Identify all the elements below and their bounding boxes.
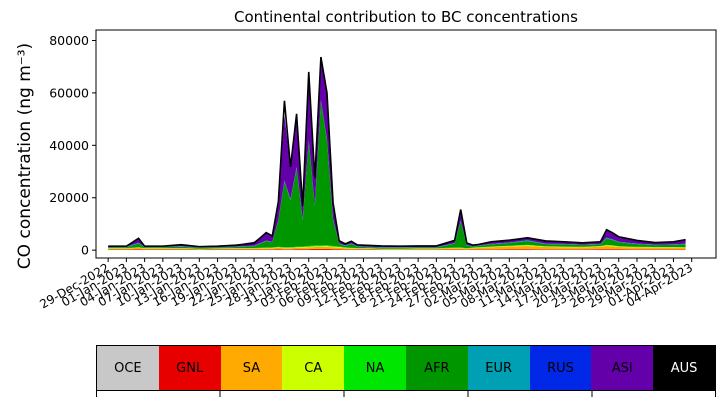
legend-label-gnl: GNL [176, 360, 204, 376]
y-tick-label: 80000 [49, 33, 89, 48]
legend-cell-aus: AUS [653, 346, 715, 390]
area-gnl [108, 248, 686, 250]
total-line [108, 56, 686, 248]
legend-cell-rus: RUS [529, 346, 592, 390]
legend-cell-na: NA [344, 346, 406, 390]
y-axis-label: CO concentration (ng m⁻³) [15, 43, 35, 269]
area-aus [108, 58, 686, 247]
y-tick-label: 60000 [49, 85, 89, 100]
y-tick-label: 0 [81, 243, 89, 258]
y-tick-label: 40000 [49, 138, 89, 153]
area-afr [108, 101, 686, 249]
area-rus [108, 100, 686, 248]
color-legend-bar: OCE GNL SA CA NA AFR EUR RUS ASI AUS [96, 345, 716, 391]
legend-label-afr: AFR [424, 360, 450, 376]
chart-title: Continental contribution to BC concentra… [234, 8, 578, 26]
area-ca [108, 245, 686, 250]
plot-frame [95, 29, 717, 259]
area-chart: 02000040000600008000029-Dec-202201-Jan-2… [15, 8, 717, 311]
area-sa [108, 245, 686, 250]
legend-ticks [96, 391, 716, 397]
legend-cell-sa: SA [220, 346, 283, 390]
legend-label-ca: CA [304, 360, 323, 376]
area-eur [108, 100, 686, 248]
legend-label-na: NA [365, 360, 385, 376]
y-tick-label: 20000 [49, 190, 89, 205]
legend-cell-afr: AFR [405, 346, 468, 390]
legend-label-rus: RUS [547, 360, 574, 376]
legend-label-eur: EUR [485, 360, 513, 376]
legend-label-sa: SA [242, 360, 261, 376]
legend-cell-oce: OCE [97, 346, 159, 390]
legend-cell-ca: CA [282, 346, 345, 390]
legend-cell-asi: ASI [591, 346, 654, 390]
legend-label-asi: ASI [611, 360, 633, 376]
legend-label-aus: AUS [670, 360, 698, 376]
area-asi [108, 58, 686, 248]
legend-label-oce: OCE [114, 360, 142, 376]
legend-cell-gnl: GNL [158, 346, 221, 390]
legend-cell-eur: EUR [467, 346, 530, 390]
